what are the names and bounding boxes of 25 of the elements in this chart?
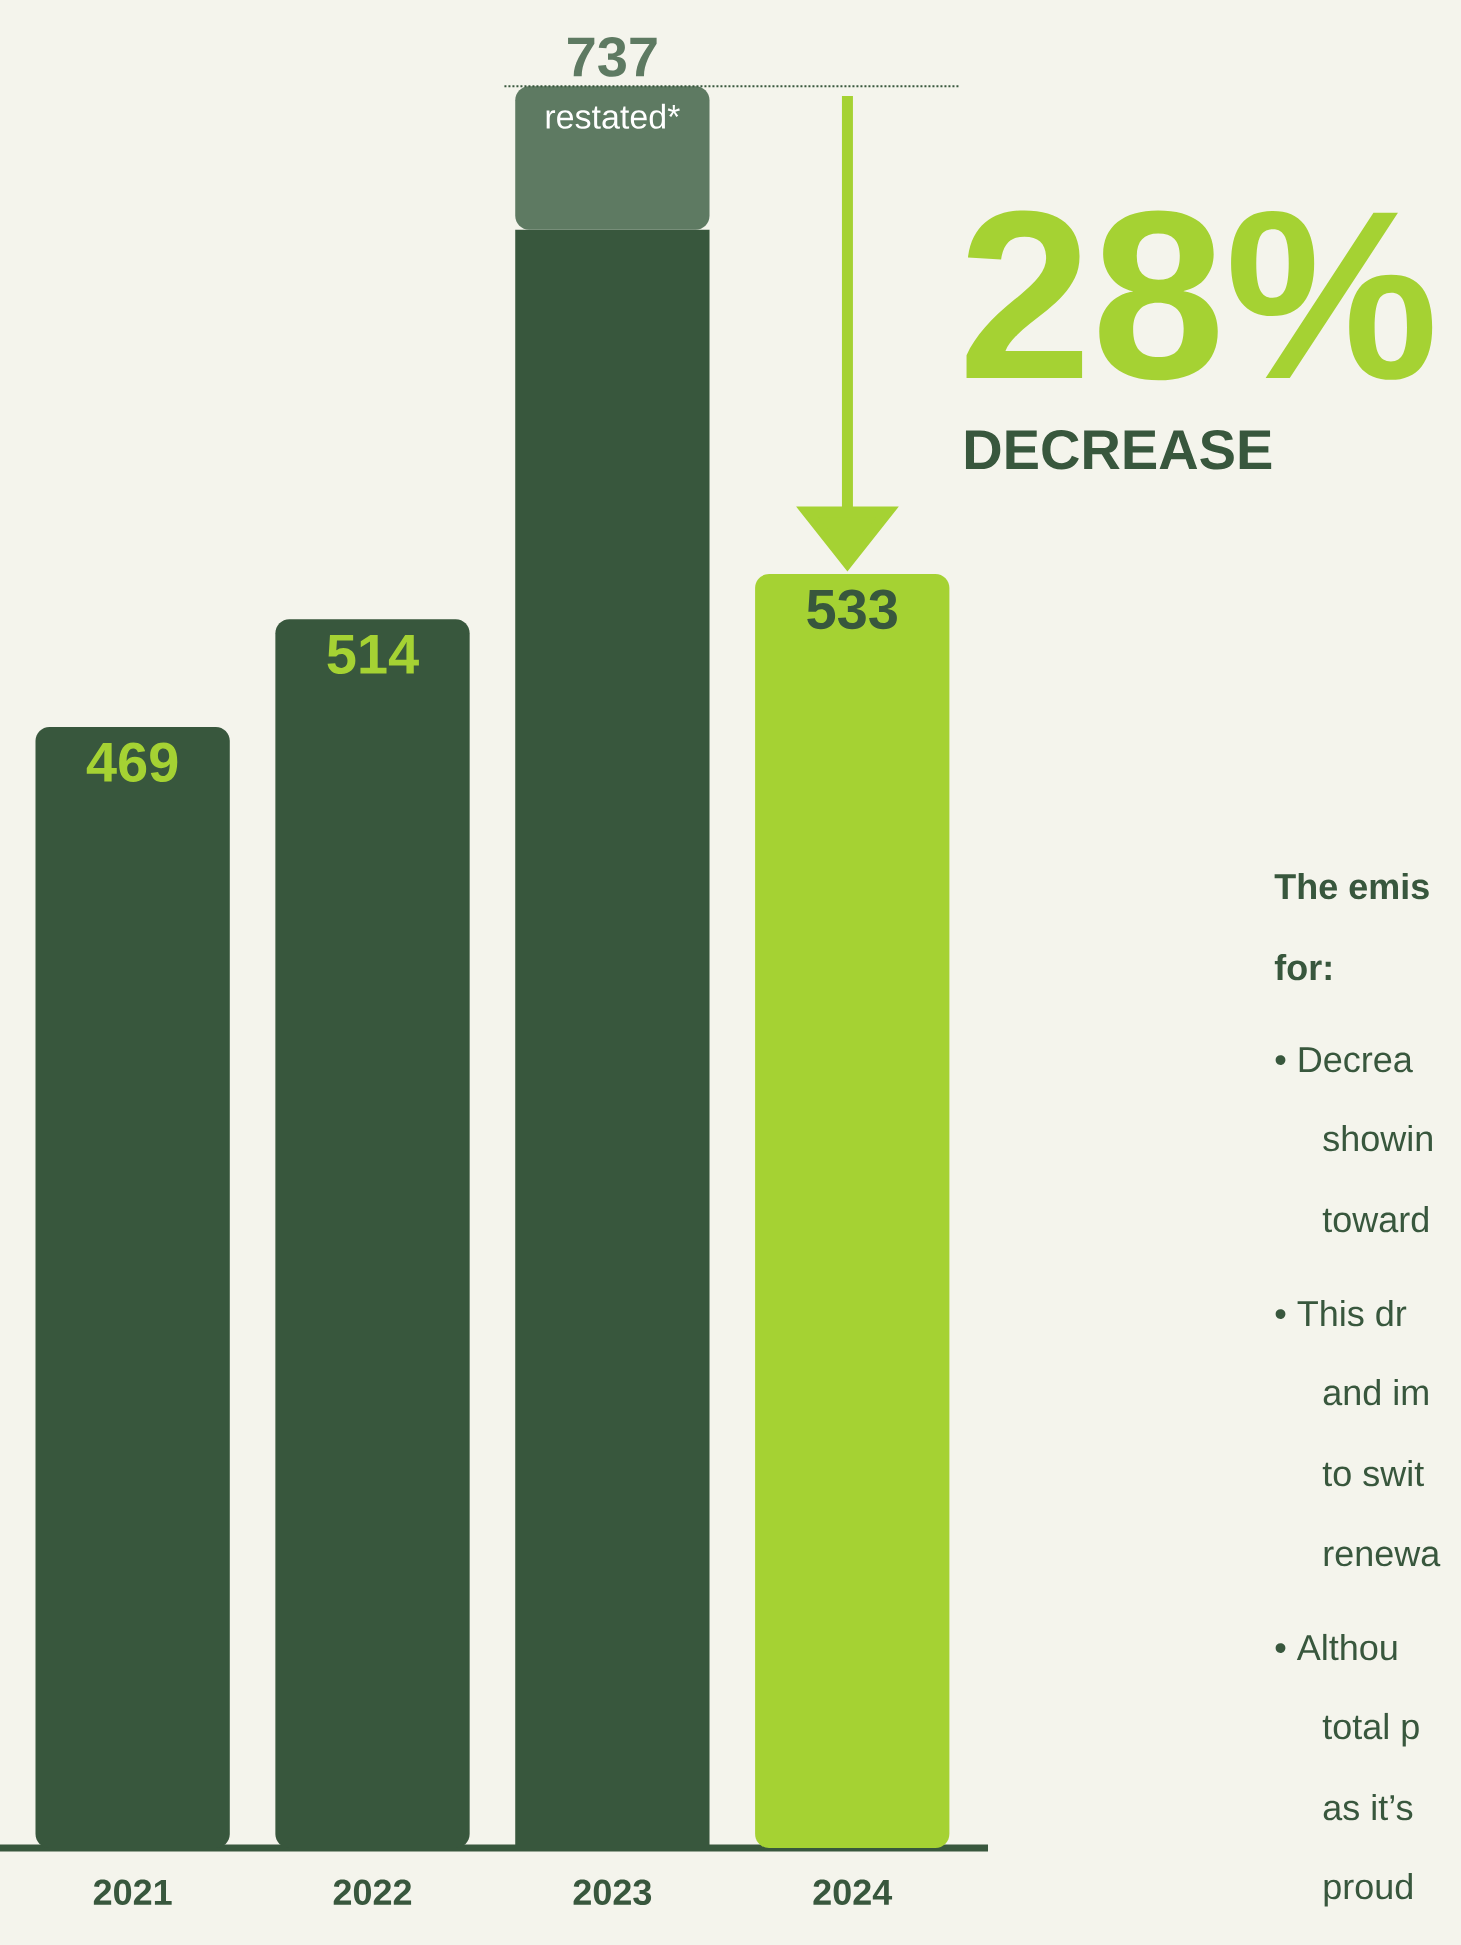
text: toward (1322, 1205, 1428, 1233)
text: • Althou (1275, 1633, 1397, 1661)
data-label: 514 (327, 634, 419, 674)
text: • This dr (1275, 1299, 1407, 1327)
text: for: (1274, 953, 1331, 981)
x-tick-label: 2024 (813, 1879, 893, 1906)
text: as it’s (1323, 1793, 1413, 1821)
text: • Decrea (1275, 1047, 1413, 1073)
text: renewa (1324, 1546, 1441, 1567)
annotation: DECREASE (965, 429, 1272, 470)
data-label: 469 (86, 742, 178, 783)
text: to swit (1322, 1459, 1424, 1487)
x-tick-label: 2021 (93, 1879, 172, 1906)
series-label: restated* (546, 103, 680, 129)
x-tick-label: 2022 (333, 1879, 412, 1906)
total-label: 737 (568, 37, 657, 77)
text: The emis (1274, 872, 1429, 900)
text: total p (1322, 1712, 1419, 1747)
text: showin (1323, 1124, 1432, 1152)
text: proud (1324, 1872, 1412, 1907)
data-label: 533 (807, 589, 897, 630)
x-tick-label: 2023 (573, 1879, 652, 1906)
text: and im (1323, 1378, 1428, 1406)
annotation: 28% (966, 210, 1433, 381)
bar (515, 86, 710, 230)
